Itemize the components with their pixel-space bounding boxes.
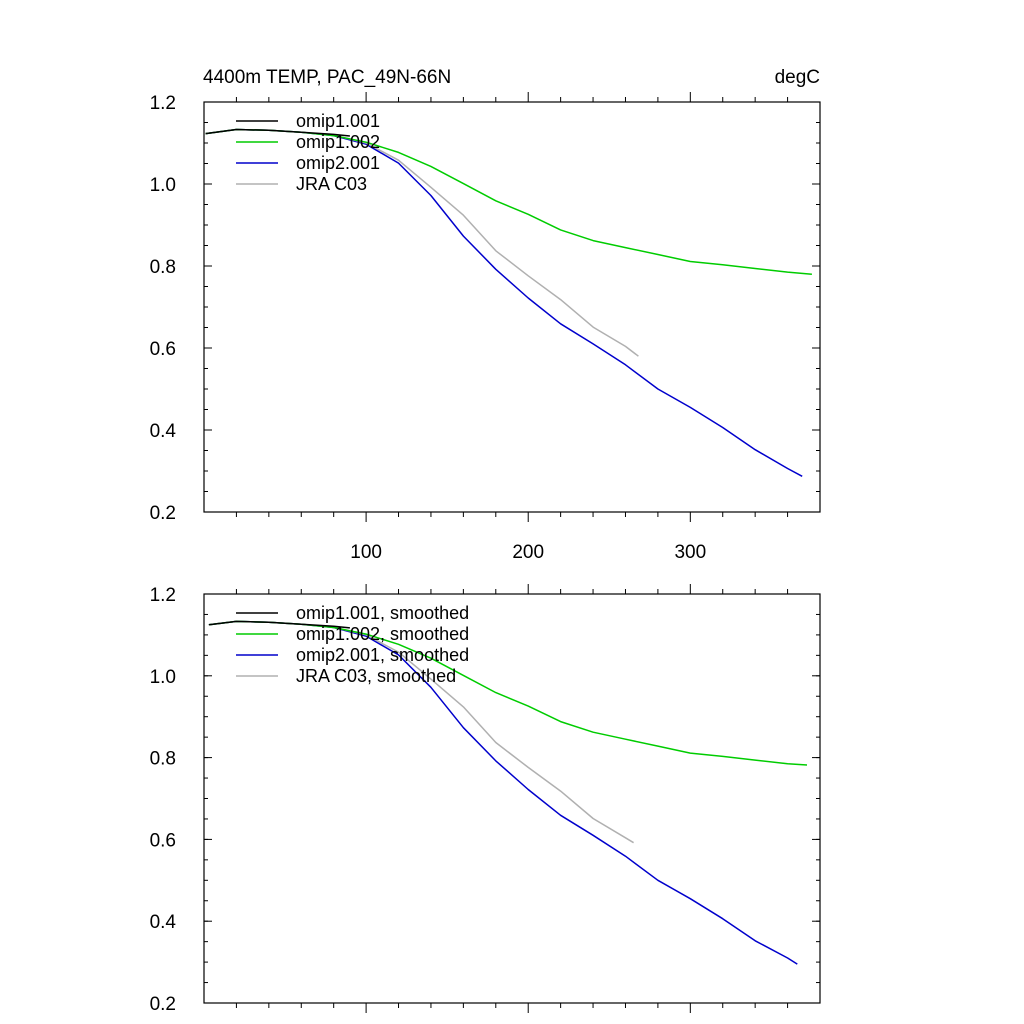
y-tick-label: 0.8: [150, 749, 176, 770]
legend-label: omip1.001, smoothed: [296, 603, 469, 623]
units-label: degC: [775, 67, 820, 88]
series-line: [205, 128, 350, 137]
y-tick-label: 0.8: [150, 257, 176, 278]
y-tick-label: 0.2: [150, 503, 176, 524]
y-tick-label: 0.2: [150, 994, 176, 1015]
series-line: [208, 620, 350, 629]
y-tick-label: 0.6: [150, 339, 176, 360]
legend-label: omip1.002, smoothed: [296, 624, 469, 644]
y-tick-label: 1.0: [150, 175, 176, 196]
legend-label: JRA C03: [296, 174, 367, 194]
legend-label: omip1.001: [296, 111, 380, 131]
y-tick-label: 0.6: [150, 830, 176, 851]
legend-label: omip2.001, smoothed: [296, 645, 469, 665]
y-tick-label: 1.2: [150, 585, 176, 606]
x-tick-label: 200: [512, 542, 544, 563]
chart-title: 4400m TEMP, PAC_49N-66N: [203, 67, 451, 88]
x-tick-label: 300: [674, 542, 706, 563]
y-tick-label: 1.0: [150, 667, 176, 688]
legend-label: omip1.002: [296, 132, 380, 152]
x-tick-label: 100: [350, 542, 382, 563]
y-tick-label: 0.4: [150, 912, 177, 933]
y-tick-label: 1.2: [150, 93, 176, 114]
y-tick-label: 0.4: [150, 421, 177, 442]
legend-label: omip2.001: [296, 153, 380, 173]
legend-label: JRA C03, smoothed: [296, 666, 456, 686]
